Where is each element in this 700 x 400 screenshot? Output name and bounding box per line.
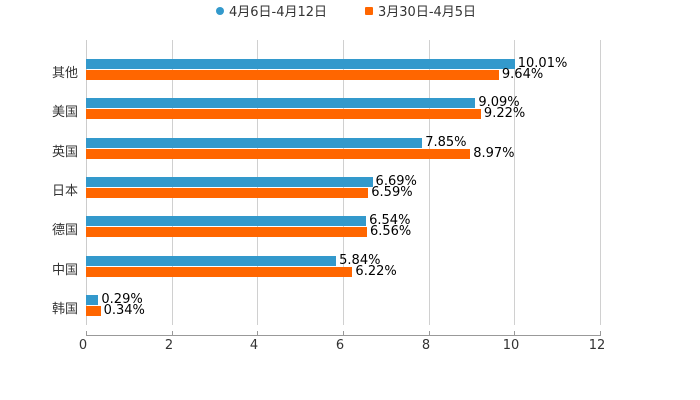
- legend-item-series-1[interactable]: 4月6日-4月12日: [216, 5, 327, 21]
- bar-orange[interactable]: [86, 227, 367, 237]
- bar-blue[interactable]: [86, 256, 337, 266]
- x-axis-tick: [172, 331, 173, 336]
- chart-legend: 4月6日-4月12日 3月30日-4月5日: [0, 5, 700, 23]
- category-label: 日本: [51, 183, 78, 199]
- bar-orange[interactable]: [86, 149, 471, 159]
- bar-blue[interactable]: [86, 216, 367, 226]
- bar-orange[interactable]: [86, 70, 499, 80]
- bar-value-label: 0.34%: [103, 303, 145, 318]
- bar-value-label: 6.54%: [369, 213, 411, 228]
- legend-item-series-2[interactable]: 3月30日-4月5日: [365, 5, 476, 21]
- category-label: 英国: [51, 144, 78, 160]
- bar-value-label: 9.09%: [478, 95, 520, 110]
- bar-blue[interactable]: [86, 295, 99, 305]
- bar-value-label: 9.64%: [501, 67, 544, 82]
- category-label: 韩国: [51, 301, 78, 317]
- category-label: 中国: [51, 262, 78, 278]
- x-axis-tick: [86, 331, 87, 336]
- bar-value-label: 6.59%: [371, 185, 413, 200]
- bar-value-label: 8.97%: [473, 146, 515, 161]
- legend-square-icon: [365, 7, 373, 15]
- bar-value-label: 0.29%: [101, 292, 143, 307]
- bar-orange[interactable]: [86, 267, 353, 277]
- bar-value-label: 6.56%: [369, 224, 412, 239]
- legend-circle-icon: [216, 7, 224, 15]
- bar-orange[interactable]: [86, 188, 369, 198]
- x-axis-tick-label: 12: [588, 338, 606, 353]
- x-axis-tick: [257, 331, 258, 336]
- x-axis-tick: [343, 331, 344, 336]
- x-axis-tick-label: 0: [78, 338, 88, 353]
- x-axis-tick-label: 8: [421, 338, 431, 353]
- x-axis-tick: [514, 331, 515, 336]
- bar-value-label: 6.22%: [355, 264, 397, 279]
- category-label: 德国: [51, 223, 78, 239]
- bar-blue[interactable]: [86, 59, 515, 69]
- bar-value-label: 7.85%: [425, 135, 467, 150]
- x-axis-line: [86, 335, 601, 336]
- legend-label: 4月6日-4月12日: [229, 5, 328, 20]
- x-axis-tick-label: 2: [164, 338, 174, 353]
- bar-blue[interactable]: [86, 98, 476, 108]
- x-axis-tick-label: 6: [335, 338, 345, 353]
- legend-label: 3月30日-4月5日: [378, 5, 477, 20]
- category-label: 其他: [51, 66, 78, 81]
- bar-blue[interactable]: [86, 138, 423, 148]
- category-label: 美国: [51, 105, 78, 121]
- bar-value-label: 6.69%: [375, 174, 417, 189]
- x-axis-tick-label: 4: [249, 338, 259, 353]
- bar-value-label: 5.84%: [339, 253, 381, 268]
- bar-orange[interactable]: [86, 306, 101, 316]
- gridline: [514, 40, 515, 325]
- x-axis-tick: [429, 331, 430, 336]
- bar-blue[interactable]: [86, 177, 373, 187]
- x-axis-tick: [600, 331, 601, 336]
- gridline: [429, 40, 430, 325]
- gridline: [600, 40, 601, 325]
- x-axis-tick-label: 10: [502, 338, 520, 353]
- bar-orange[interactable]: [86, 109, 481, 119]
- bar-value-label: 10.01%: [517, 56, 568, 71]
- bar-value-label: 9.22%: [483, 106, 526, 121]
